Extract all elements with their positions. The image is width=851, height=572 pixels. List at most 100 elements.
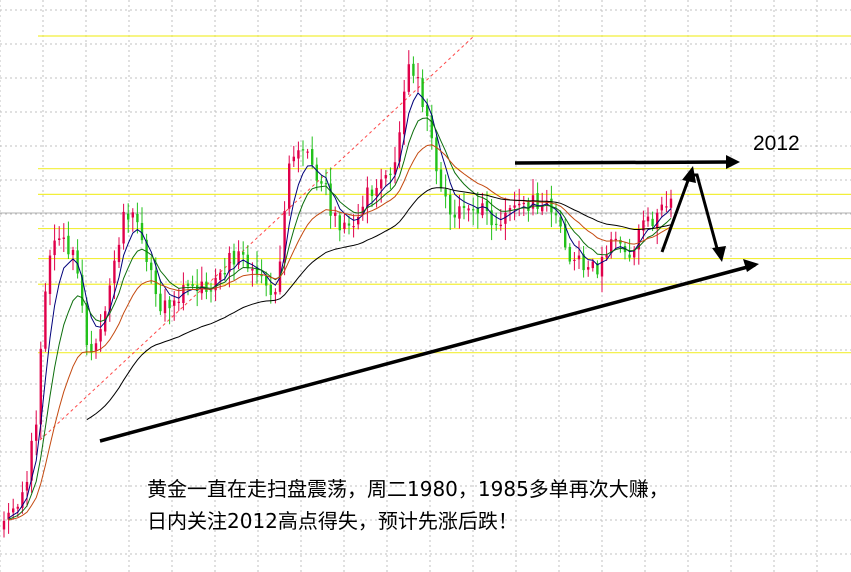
- candle-down: [320, 181, 323, 184]
- candle-down: [85, 303, 88, 345]
- candle-up: [113, 260, 116, 284]
- candlesticks: [2, 50, 673, 538]
- candle-up: [292, 156, 295, 162]
- candle-down: [421, 78, 424, 108]
- caption: 黄金一直在走扫盘震荡，周二1980，1985多单再次大赚， 日内关注2012高点…: [147, 473, 669, 537]
- candle-down: [145, 239, 148, 262]
- annotations: 2012: [99, 132, 800, 443]
- rising-channel-dashed-line: [39, 35, 475, 441]
- candle-down: [370, 189, 374, 197]
- candle-down: [191, 284, 194, 286]
- caption-line-2: 日内关注2012高点得失，预计先涨后跌！: [147, 509, 518, 533]
- candle-up: [25, 481, 29, 491]
- candle-down: [439, 169, 443, 189]
- annotation-label-2012: 2012: [753, 132, 800, 155]
- candle-down: [347, 223, 351, 226]
- candle-down: [260, 275, 263, 277]
- candle-down: [90, 343, 93, 353]
- candle-down: [255, 266, 259, 274]
- candle-down: [67, 235, 70, 255]
- candle-up: [577, 255, 581, 260]
- candle-up: [656, 212, 659, 229]
- candle-up: [605, 255, 608, 258]
- candle-up: [499, 224, 502, 227]
- candle-up: [177, 301, 180, 303]
- candle-down: [453, 214, 456, 218]
- candle-up: [361, 206, 364, 215]
- candle-down: [329, 183, 332, 216]
- candle-up: [58, 238, 61, 240]
- candle-up: [237, 251, 240, 265]
- candle-up: [610, 239, 613, 254]
- candle-down: [246, 254, 249, 269]
- candle-up: [343, 222, 346, 230]
- candle-up: [334, 212, 337, 216]
- candle-down: [554, 213, 558, 216]
- candle-down: [186, 283, 190, 286]
- candle-down: [426, 104, 429, 117]
- ma-medium-line: [8, 117, 672, 520]
- candle-down: [651, 218, 654, 227]
- candle-up: [522, 202, 525, 205]
- candle-up: [71, 249, 75, 256]
- candle-up: [288, 163, 291, 209]
- candle-up: [416, 77, 420, 79]
- candle-down: [127, 213, 130, 220]
- candle-up: [173, 300, 176, 306]
- resistance-line-2012: [514, 160, 731, 165]
- candle-up: [384, 175, 387, 179]
- ma-slow-line: [8, 144, 672, 521]
- candle-up: [306, 151, 309, 153]
- candle-up: [591, 261, 594, 269]
- candle-up: [669, 198, 673, 208]
- candle-up: [53, 240, 56, 256]
- candle-down: [159, 293, 162, 312]
- candle-down: [265, 276, 268, 286]
- candle-down: [301, 149, 305, 151]
- candle-up: [48, 255, 52, 294]
- candle-up: [99, 329, 102, 342]
- candle-down: [619, 239, 622, 244]
- candle-up: [637, 229, 640, 250]
- candle-down: [76, 250, 79, 274]
- candle-up: [21, 492, 24, 508]
- candle-up: [7, 512, 10, 520]
- candle-up: [219, 272, 222, 280]
- horizontal-price-levels: [38, 35, 851, 354]
- candle-down: [223, 273, 226, 275]
- candle-up: [35, 424, 38, 441]
- forecast-up-arrowhead: [682, 166, 696, 183]
- candle-down: [315, 164, 318, 181]
- candle-up: [541, 205, 544, 212]
- candle-down: [559, 217, 562, 227]
- candle-down: [269, 284, 272, 295]
- candle-up: [12, 508, 15, 513]
- candle-up: [380, 179, 383, 189]
- candle-up: [228, 252, 231, 272]
- candle-up: [458, 206, 461, 219]
- candle-down: [150, 262, 153, 271]
- candle-down: [564, 223, 567, 248]
- support-arrowhead: [743, 259, 759, 272]
- candle-down: [205, 281, 208, 292]
- candle-down: [242, 252, 245, 255]
- candle-up: [573, 259, 576, 262]
- candle-down: [582, 254, 585, 271]
- support-trendline: [99, 263, 756, 443]
- candle-down: [527, 202, 530, 212]
- candle-up: [283, 211, 286, 263]
- candle-up: [117, 244, 121, 263]
- candle-up: [660, 204, 663, 211]
- candle-up: [274, 291, 277, 295]
- candle-up: [163, 300, 167, 314]
- candle-up: [44, 291, 47, 349]
- candle-up: [108, 285, 111, 311]
- ma-long-line: [86, 187, 672, 421]
- candle-down: [449, 194, 452, 215]
- candle-down: [490, 210, 493, 226]
- candle-down: [550, 198, 553, 213]
- candle-up: [251, 268, 254, 271]
- candle-down: [389, 173, 392, 176]
- candle-down: [324, 183, 328, 185]
